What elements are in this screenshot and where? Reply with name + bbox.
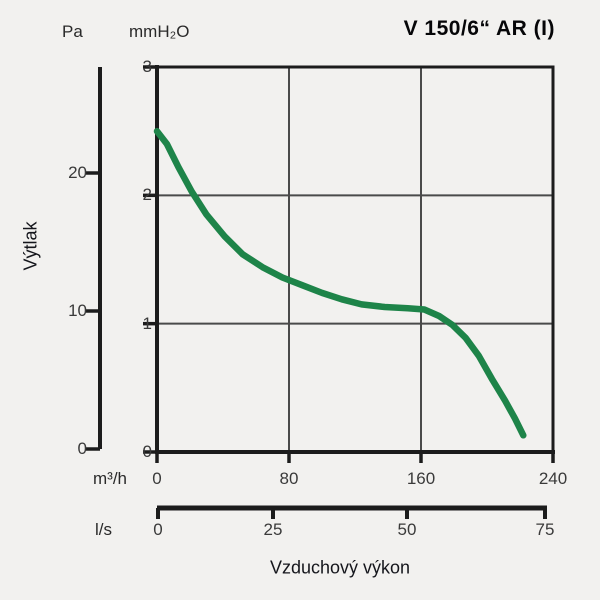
m3h-tick-label: 160 [406, 469, 436, 488]
performance-curve [153, 127, 527, 439]
mmh2o-tick-label: 1 [142, 313, 152, 333]
m3h-tick-label: 80 [279, 469, 299, 488]
mmh2o-tick-label: 0 [142, 442, 152, 461]
pa-tick-label: 20 [68, 163, 87, 182]
chart-title: V 150/6“ AR (I) [403, 17, 555, 40]
mmh2o-unit-label: mmH₂O [129, 22, 190, 41]
mmh2o-tick-label: 2 [142, 185, 152, 205]
pa-unit-label: Pa [62, 22, 83, 41]
pa-tick-label: 10 [68, 301, 87, 320]
m3h-unit-label: m³/h [93, 469, 127, 488]
ls-tick-label: 0 [153, 520, 163, 539]
ls-unit-label: l/s [95, 520, 112, 539]
mmh2o-tick-label: 3 [142, 57, 152, 76]
m3h-tick-label: 0 [152, 469, 162, 488]
m3h-tick-label: 240 [538, 469, 568, 488]
ls-tick-label: 50 [397, 520, 417, 539]
y-axis-title: Výtlak [20, 221, 41, 271]
ls-tick-label: 25 [263, 520, 283, 539]
ls-tick-label: 75 [535, 520, 555, 539]
x-axis-title: Vzduchový výkon [269, 557, 411, 578]
pa-tick-label: 0 [77, 439, 87, 458]
